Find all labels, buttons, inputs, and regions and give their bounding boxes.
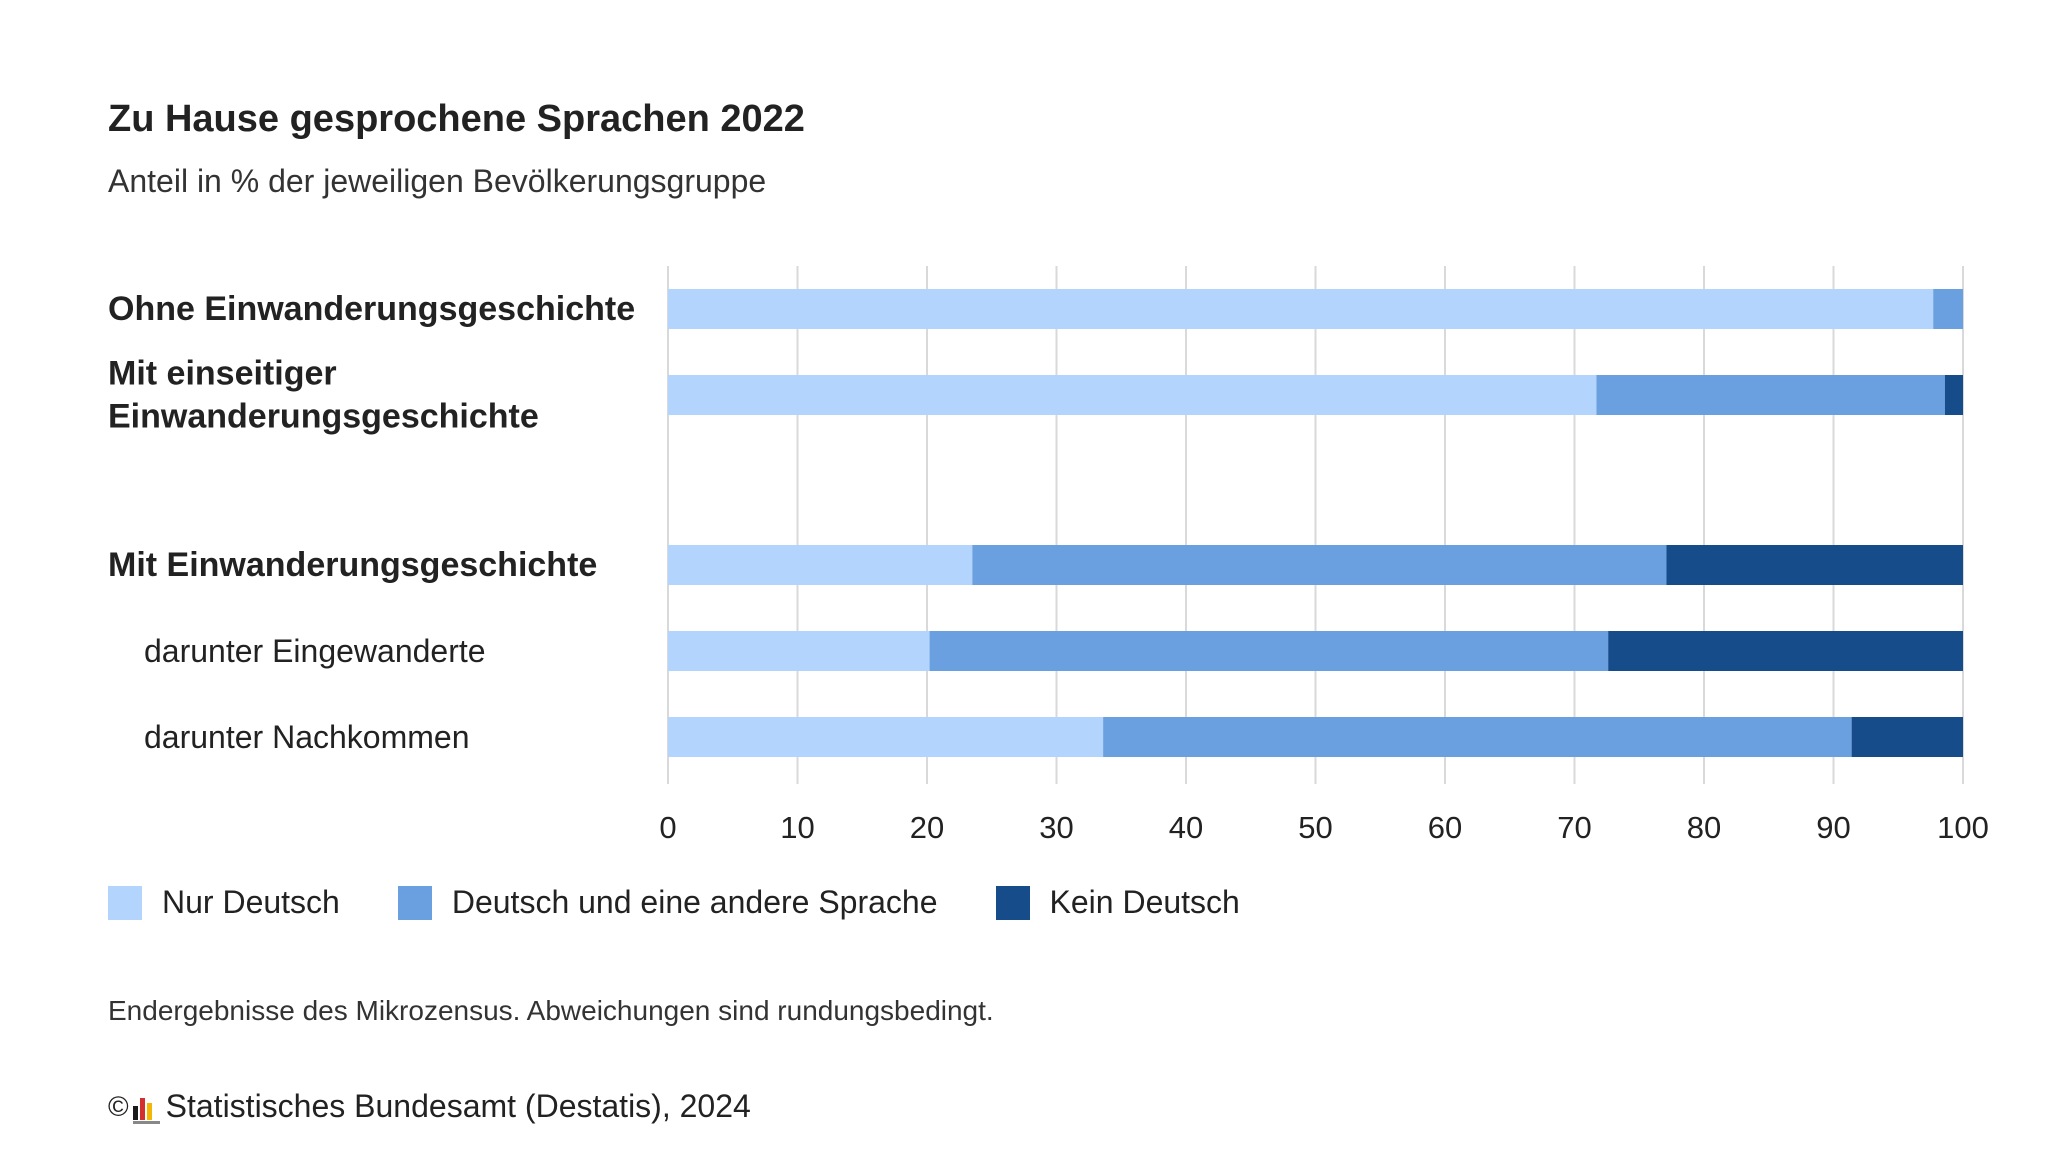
bar-segment [929, 631, 1609, 671]
x-tick-label: 50 [1298, 810, 1332, 845]
bar-segment [668, 289, 1934, 329]
legend-item-kein-deutsch: Kein Deutsch [995, 884, 1240, 921]
x-tick-label: 20 [910, 810, 944, 845]
bar-segment [972, 545, 1667, 585]
category-label: Mit Einwanderungsgeschichte [108, 546, 597, 584]
source-text: Statistisches Bundesamt (Destatis), 2024 [165, 1088, 751, 1124]
legend-swatch-deutsch-und-andere [397, 885, 432, 920]
x-tick-label: 0 [659, 810, 676, 845]
category-label: Einwanderungsgeschichte [108, 398, 539, 436]
legend-label-kein-deutsch: Kein Deutsch [1049, 884, 1240, 920]
bar-segment [668, 631, 930, 671]
bar-segment [668, 545, 973, 585]
category-label: darunter Eingewanderte [144, 633, 486, 669]
legend-label-deutsch-und-andere: Deutsch und eine andere Sprache [451, 884, 938, 920]
x-tick-label: 60 [1428, 810, 1462, 845]
chart-subtitle: Anteil in % der jeweiligen Bevölkerungsg… [108, 163, 767, 199]
x-tick-label: 40 [1169, 810, 1203, 845]
bar-segment [1933, 289, 1963, 329]
legend-item-nur-deutsch: Nur Deutsch [108, 884, 340, 921]
bar-segment [1666, 545, 1963, 585]
bar-segment [1103, 717, 1852, 757]
legend-swatch-nur-deutsch [108, 885, 142, 920]
x-tick-label: 80 [1687, 810, 1721, 845]
category-label: darunter Nachkommen [144, 719, 469, 755]
x-tick-label: 10 [780, 810, 814, 845]
source-line: © Statistisches Bundesamt (Destatis), 20… [108, 1088, 751, 1125]
bar-segment [1596, 375, 1945, 415]
copyright-symbol: © [108, 1090, 129, 1122]
category-label: Ohne Einwanderungsgeschichte [108, 290, 635, 328]
destatis-logo-icon [132, 1094, 160, 1124]
x-tick-label: 70 [1557, 810, 1591, 845]
legend-swatch-kein-deutsch [995, 885, 1030, 920]
bar-segment [1851, 717, 1963, 757]
x-tick-label: 90 [1816, 810, 1850, 845]
bar-segment [668, 375, 1597, 415]
legend: Nur Deutsch Deutsch und eine andere Spra… [108, 884, 1298, 921]
legend-label-nur-deutsch: Nur Deutsch [162, 884, 340, 920]
chart-title: Zu Hause gesprochene Sprachen 2022 [108, 98, 805, 140]
category-label: Mit einseitiger [108, 355, 337, 393]
legend-item-deutsch-und-andere: Deutsch und eine andere Sprache [397, 884, 938, 921]
bar-segment [668, 717, 1104, 757]
bar-chart: 0 10 20 30 40 50 60 70 80 90 100 Ohne Einwanderungs… [108, 266, 1989, 845]
x-tick-label: 100 [1937, 810, 1989, 845]
bar-segment [1608, 631, 1963, 671]
x-tick-label: 30 [1039, 810, 1073, 845]
footnote: Endergebnisse des Mikrozensus. Abweichun… [108, 995, 994, 1026]
bar-segment [1944, 375, 1963, 415]
